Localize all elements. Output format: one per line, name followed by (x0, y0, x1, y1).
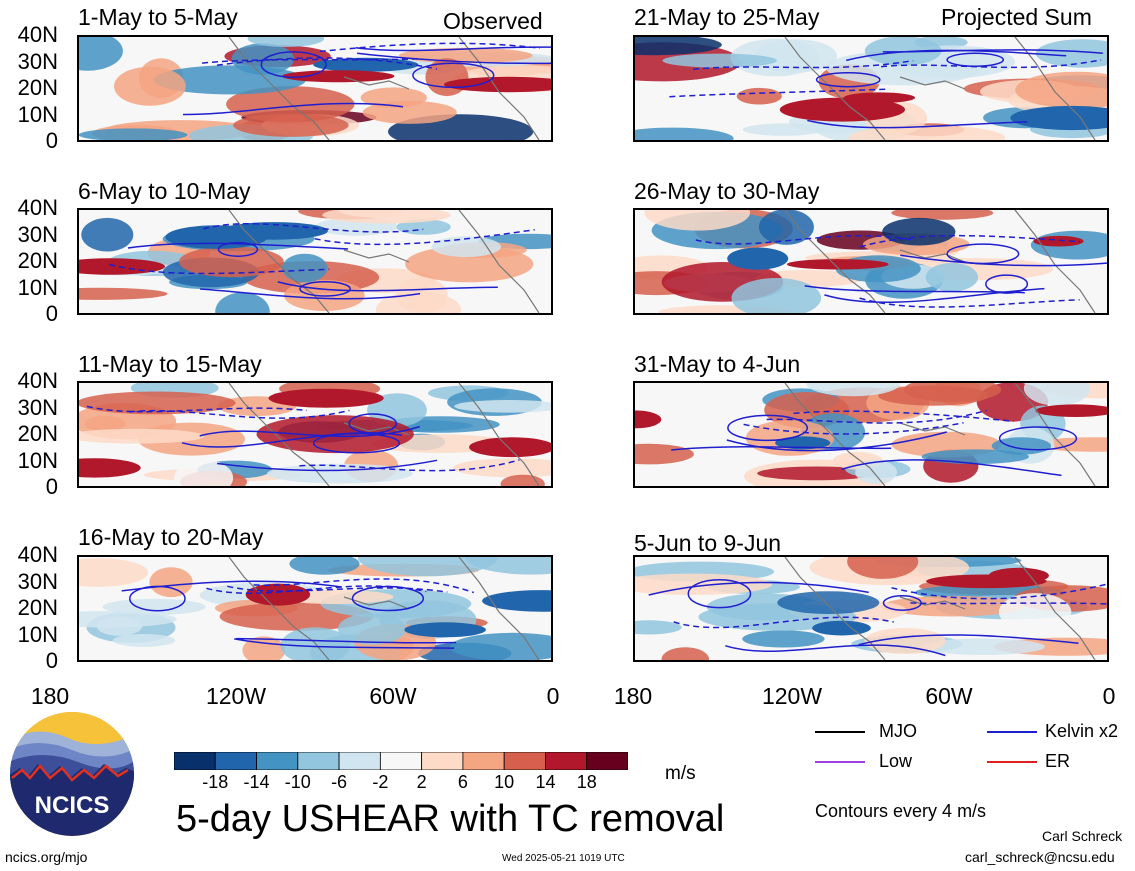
shear-map (79, 383, 551, 486)
colorbar-tick-label: 14 (535, 772, 556, 792)
legend-line-mjo (815, 731, 865, 733)
colorbar-swatch (338, 752, 381, 770)
map-panel-proj-1 (633, 35, 1109, 142)
y-tick-label: 10N (17, 274, 58, 300)
legend: MJO Kelvin x2 Low ER (815, 720, 1135, 780)
shear-map (635, 557, 1107, 660)
colorbar-tick-label: -6 (331, 772, 348, 792)
y-tick-label: 20N (17, 595, 58, 620)
map-panel-obs-2 (77, 208, 553, 315)
legend-label-low: Low (879, 751, 913, 771)
panel-title-proj-1: 21-May to 25-May (634, 4, 820, 30)
map-panel-proj-3 (633, 381, 1109, 488)
colorbar-swatch (174, 752, 216, 770)
y-tick-label: 0 (45, 128, 58, 153)
legend-label-er: ER (1045, 751, 1071, 771)
y-tick-label: 30N (17, 568, 58, 594)
colorbar-swatch (214, 752, 257, 770)
y-tick-label: 0 (45, 474, 58, 499)
colorbar-tick-label: 6 (457, 772, 468, 792)
map-panel-obs-4 (77, 555, 553, 662)
shear-map (79, 37, 551, 140)
colorbar-swatch (462, 752, 505, 770)
y-tick-label: 40N (17, 542, 58, 567)
colorbar-swatch (379, 752, 423, 770)
colorbar-tick-label: 18 (576, 772, 597, 792)
y-tick-label: 40N (17, 195, 58, 220)
colorbar-swatch (545, 752, 588, 770)
colorbar-swatch (256, 752, 299, 770)
map-panel-obs-1 (77, 35, 553, 142)
colorbar-swatch (586, 752, 628, 770)
ncics-logo: NCICS (10, 712, 134, 836)
x-tick-right-180: 180 (613, 683, 653, 709)
panel-title-proj-2: 26-May to 30-May (634, 178, 820, 204)
colorbar-swatch (421, 752, 464, 770)
colorbar-tick-label: -14 (243, 772, 270, 792)
y-tick-label: 40N (17, 368, 58, 393)
colorbar-tick-label: -2 (372, 772, 389, 792)
x-tick-right-60w: 60W (925, 683, 973, 709)
shear-map (635, 210, 1107, 313)
legend-label-kelvin: Kelvin x2 (1045, 721, 1119, 741)
panel-title-obs-3: 11-May to 15-May (78, 351, 262, 377)
panel-title-obs-2: 6-May to 10-May (78, 178, 251, 204)
y-tick-label: 10N (17, 621, 58, 647)
colorbar-swatch (297, 752, 340, 770)
y-tick-label: 0 (45, 648, 58, 673)
x-tick-left-0: 0 (546, 683, 560, 709)
colorbar-tick-label: 10 (494, 772, 515, 792)
column-label-observed: Observed (443, 8, 543, 34)
y-tick-label: 40N (17, 22, 58, 47)
y-tick-label: 0 (45, 301, 58, 326)
x-tick-left-180: 180 (30, 683, 70, 709)
legend-line-er (987, 761, 1037, 763)
map-panel-obs-3 (77, 381, 553, 488)
y-tick-label: 20N (17, 421, 58, 446)
x-tick-right-0: 0 (1102, 683, 1116, 709)
y-tick-label: 20N (17, 75, 58, 100)
footer-email[interactable]: carl_schreck@ncsu.edu (965, 849, 1115, 865)
colorbar-units: m/s (665, 763, 696, 784)
colorbar-tick-label: -10 (284, 772, 311, 792)
x-tick-right-120w: 120W (761, 683, 823, 709)
y-tick-label: 30N (17, 48, 58, 74)
y-tick-label: 30N (17, 394, 58, 420)
y-tick-label: 10N (17, 447, 58, 473)
contour-note: Contours every 4 m/s (815, 801, 987, 821)
shear-map (635, 383, 1107, 486)
panel-title-proj-3: 31-May to 4-Jun (634, 351, 801, 377)
shear-map (79, 210, 551, 313)
legend-line-low (815, 761, 865, 763)
chart-title: 5-day USHEAR with TC removal (176, 798, 725, 840)
logo-text: NCICS (35, 792, 110, 819)
x-tick-left-120w: 120W (205, 683, 267, 709)
panel-title-proj-4: 5-Jun to 9-Jun (634, 530, 782, 556)
panel-title-obs-4: 16-May to 20-May (78, 524, 264, 550)
colorbar (174, 752, 628, 770)
shear-map (79, 557, 551, 660)
shear-map (635, 37, 1107, 140)
legend-label-mjo: MJO (879, 721, 917, 741)
y-tick-label: 10N (17, 101, 58, 127)
panel-title-obs-1: 1-May to 5-May (78, 4, 238, 30)
footer-author: Carl Schreck (1042, 828, 1123, 844)
colorbar-swatch (503, 752, 546, 770)
colorbar-tick-label: -18 (202, 772, 229, 792)
y-tick-label: 30N (17, 221, 58, 247)
x-tick-left-60w: 60W (369, 683, 417, 709)
footer-url[interactable]: ncics.org/mjo (5, 849, 88, 865)
column-label-projected: Projected Sum (941, 4, 1092, 30)
map-panel-proj-4 (633, 555, 1109, 662)
legend-line-kelvin (987, 731, 1037, 733)
map-panel-proj-2 (633, 208, 1109, 315)
y-tick-label: 20N (17, 248, 58, 273)
colorbar-tick-label: 2 (416, 772, 427, 792)
footer-timestamp: Wed 2025-05-21 1019 UTC (502, 853, 625, 864)
